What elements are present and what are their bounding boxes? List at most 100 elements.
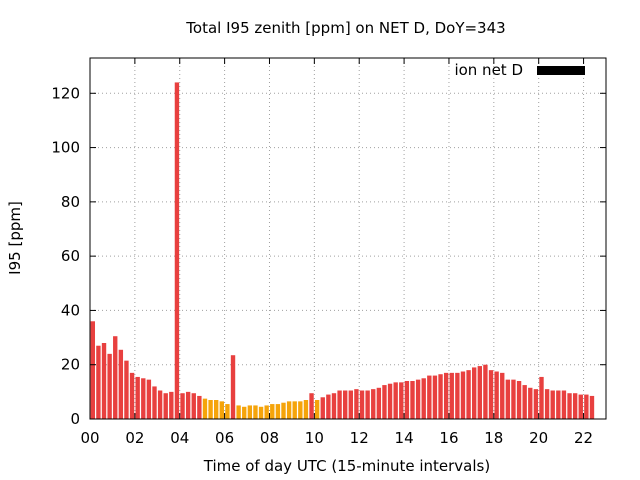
- y-tick-label: 40: [61, 301, 80, 319]
- bar: [298, 401, 303, 419]
- chart-title: Total I95 zenith [ppm] on NET D, DoY=343: [185, 19, 505, 37]
- bar: [157, 390, 163, 419]
- bar: [399, 382, 404, 419]
- bar: [359, 390, 365, 419]
- bar: [101, 343, 107, 419]
- bar: [107, 353, 112, 419]
- bar: [572, 393, 578, 419]
- bar: [415, 379, 421, 419]
- bar: [258, 406, 264, 419]
- bar: [584, 394, 589, 419]
- bar: [281, 402, 286, 419]
- bar: [320, 397, 325, 419]
- bar: [477, 366, 482, 419]
- x-tick-label: 14: [395, 429, 414, 447]
- x-tick-label: 08: [260, 429, 279, 447]
- grid: [90, 58, 606, 419]
- bar: [460, 371, 466, 419]
- bar: [472, 367, 477, 419]
- bar: [387, 383, 393, 419]
- bar: [174, 82, 180, 419]
- bar: [449, 372, 454, 419]
- bar: [466, 370, 471, 419]
- bar: [494, 371, 499, 419]
- bar: [135, 376, 140, 419]
- legend: ion net D: [454, 61, 585, 79]
- y-tick-label: 80: [61, 193, 80, 211]
- bar: [247, 405, 253, 419]
- bar: [331, 393, 337, 419]
- bar: [309, 393, 314, 419]
- bar: [191, 393, 196, 419]
- bar: [410, 381, 415, 419]
- bar: [118, 349, 124, 419]
- bar: [354, 389, 359, 419]
- plot-frame: [89, 57, 607, 420]
- bar: [589, 395, 595, 419]
- bar: [550, 390, 555, 419]
- bar: [326, 394, 331, 419]
- bar: [208, 400, 213, 419]
- y-tick-label: 0: [70, 410, 80, 428]
- bar: [303, 400, 309, 419]
- bar: [113, 336, 118, 419]
- bar: [427, 375, 432, 419]
- bar: [292, 401, 297, 419]
- bar: [455, 372, 460, 419]
- bar: [533, 389, 539, 419]
- bar: [337, 390, 342, 419]
- bar: [163, 393, 168, 419]
- bar: [197, 395, 202, 419]
- bar: [544, 389, 550, 419]
- x-tick-label: 10: [305, 429, 324, 447]
- x-tick-label: 00: [80, 429, 99, 447]
- bar: [511, 379, 516, 419]
- bar: [146, 379, 152, 419]
- bar: [578, 394, 583, 419]
- bar: [96, 345, 101, 419]
- bar: [242, 406, 247, 419]
- x-tick-label: 02: [125, 429, 144, 447]
- bar: [556, 390, 561, 419]
- bar: [443, 372, 449, 419]
- bar: [393, 382, 398, 419]
- bar: [376, 387, 382, 419]
- bar: [365, 390, 370, 419]
- legend-label: ion net D: [454, 61, 523, 79]
- bar: [214, 400, 219, 419]
- bar: [270, 404, 275, 419]
- bar: [90, 321, 95, 419]
- ticks: 0 20 40 60 80 100 120 00 02 04 06 08 10 12 14 16 18 20 22: [51, 58, 606, 447]
- y-tick-label: 120: [51, 84, 80, 102]
- bar: [236, 405, 241, 419]
- legend-swatch: [537, 66, 585, 75]
- bar: [129, 372, 135, 419]
- bar: [314, 400, 320, 419]
- x-axis-label: Time of day UTC (15-minute intervals): [203, 457, 490, 475]
- bar: [225, 404, 230, 419]
- bar: [516, 381, 522, 419]
- bar: [561, 390, 567, 419]
- bar: [219, 401, 224, 419]
- bar: [404, 381, 410, 419]
- bar: [180, 393, 185, 419]
- bar: [185, 391, 191, 419]
- x-tick-label: 18: [484, 429, 503, 447]
- bar: [505, 379, 511, 419]
- x-tick-label: 16: [439, 429, 458, 447]
- bar: [152, 386, 157, 419]
- bar: [253, 405, 258, 419]
- y-tick-label: 100: [51, 139, 80, 157]
- bar: [483, 364, 488, 419]
- bar: [348, 390, 353, 419]
- bar: [343, 390, 348, 419]
- x-tick-label: 20: [529, 429, 548, 447]
- bar: [371, 389, 376, 419]
- bar: [522, 385, 527, 419]
- x-tick-label: 06: [215, 429, 234, 447]
- x-tick-label: 12: [350, 429, 369, 447]
- bar: [567, 393, 572, 419]
- bar: [500, 372, 505, 419]
- bar: [528, 387, 533, 419]
- bar: [286, 401, 292, 419]
